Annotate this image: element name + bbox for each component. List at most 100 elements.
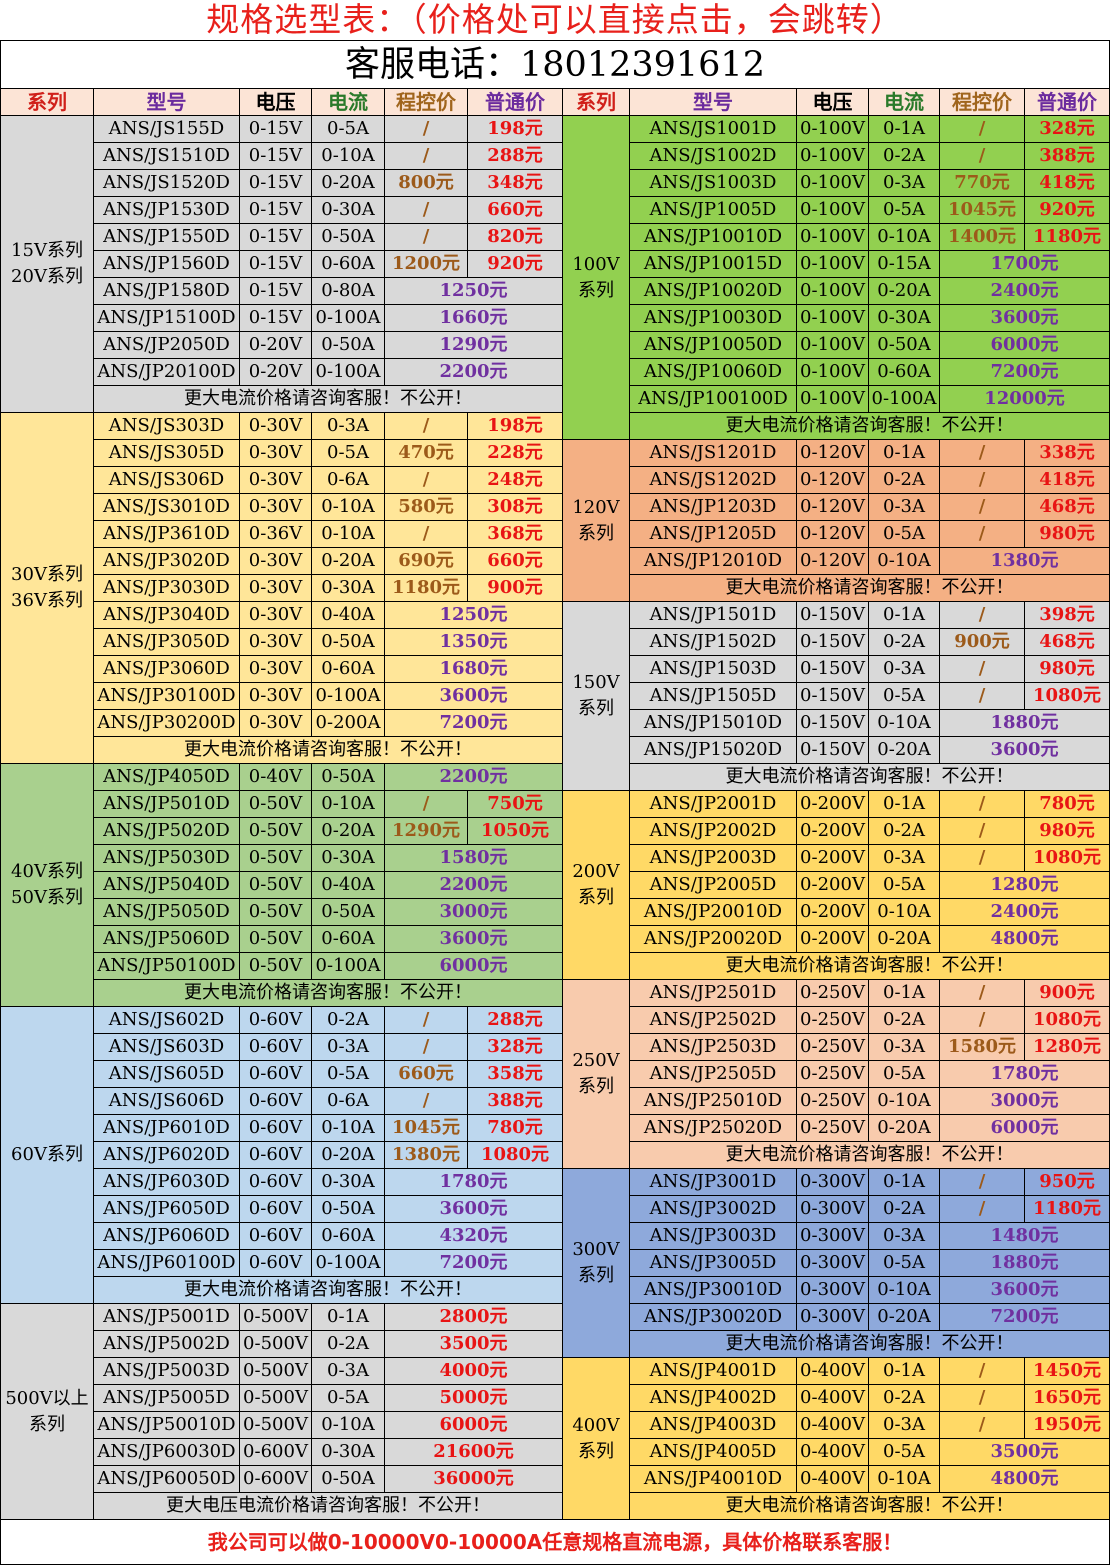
normal-price-link[interactable]: 388元 (468, 1088, 563, 1115)
price-link[interactable]: 1350元 (385, 629, 563, 656)
normal-price-link[interactable]: 328元 (468, 1034, 563, 1061)
price-link[interactable]: 1290元 (385, 332, 563, 359)
normal-price-link[interactable]: 950元 (1025, 1169, 1110, 1196)
normal-price-link[interactable]: 228元 (468, 440, 563, 467)
program-price-link[interactable]: 800元 (385, 170, 468, 197)
normal-price-link[interactable]: 328元 (1025, 116, 1110, 143)
price-link[interactable]: 7200元 (385, 1250, 563, 1277)
program-price-link[interactable]: 690元 (385, 548, 468, 575)
price-link[interactable]: 2200元 (385, 764, 563, 791)
normal-price-link[interactable]: 1280元 (1025, 1034, 1110, 1061)
program-price-link[interactable]: 1180元 (385, 575, 468, 602)
normal-price-link[interactable]: 1080元 (468, 1142, 563, 1169)
normal-price-link[interactable]: 468元 (1025, 494, 1110, 521)
price-link[interactable]: 7200元 (940, 1304, 1110, 1331)
normal-price-link[interactable]: 780元 (468, 1115, 563, 1142)
price-link[interactable]: 1780元 (940, 1061, 1110, 1088)
price-link[interactable]: 1700元 (940, 251, 1110, 278)
normal-price-link[interactable]: 388元 (1025, 143, 1110, 170)
price-link[interactable]: 3000元 (940, 1088, 1110, 1115)
price-link[interactable]: 7200元 (385, 710, 563, 737)
normal-price-link[interactable]: 920元 (468, 251, 563, 278)
price-link[interactable]: 2800元 (385, 1304, 563, 1331)
normal-price-link[interactable]: 358元 (468, 1061, 563, 1088)
price-link[interactable]: 4800元 (940, 926, 1110, 953)
program-price-link[interactable]: 770元 (940, 170, 1025, 197)
price-link[interactable]: 3600元 (940, 1277, 1110, 1304)
program-price-link[interactable]: 1400元 (940, 224, 1025, 251)
normal-price-link[interactable]: 1650元 (1025, 1385, 1110, 1412)
normal-price-link[interactable]: 660元 (468, 197, 563, 224)
program-price-link[interactable]: 1290元 (385, 818, 468, 845)
normal-price-link[interactable]: 1080元 (1025, 683, 1110, 710)
normal-price-link[interactable]: 980元 (1025, 818, 1110, 845)
normal-price-link[interactable]: 780元 (1025, 791, 1110, 818)
price-link[interactable]: 2400元 (940, 278, 1110, 305)
price-link[interactable]: 1380元 (940, 548, 1110, 575)
price-link[interactable]: 6000元 (940, 1115, 1110, 1142)
price-link[interactable]: 2200元 (385, 359, 563, 386)
price-link[interactable]: 4000元 (385, 1358, 563, 1385)
normal-price-link[interactable]: 980元 (1025, 656, 1110, 683)
price-link[interactable]: 6000元 (940, 332, 1110, 359)
normal-price-link[interactable]: 1080元 (1025, 1007, 1110, 1034)
price-link[interactable]: 7200元 (940, 359, 1110, 386)
normal-price-link[interactable]: 198元 (468, 116, 563, 143)
program-price-link[interactable]: 660元 (385, 1061, 468, 1088)
price-link[interactable]: 1660元 (385, 305, 563, 332)
price-link[interactable]: 3500元 (385, 1331, 563, 1358)
normal-price-link[interactable]: 368元 (468, 521, 563, 548)
normal-price-link[interactable]: 398元 (1025, 602, 1110, 629)
price-link[interactable]: 1480元 (940, 1223, 1110, 1250)
normal-price-link[interactable]: 980元 (1025, 521, 1110, 548)
normal-price-link[interactable]: 820元 (468, 224, 563, 251)
normal-price-link[interactable]: 1180元 (1025, 1196, 1110, 1223)
price-link[interactable]: 2400元 (940, 899, 1110, 926)
program-price-link[interactable]: 1045元 (940, 197, 1025, 224)
normal-price-link[interactable]: 288元 (468, 1007, 563, 1034)
price-link[interactable]: 1250元 (385, 602, 563, 629)
normal-price-link[interactable]: 288元 (468, 143, 563, 170)
normal-price-link[interactable]: 750元 (468, 791, 563, 818)
price-link[interactable]: 21600元 (385, 1439, 563, 1466)
price-link[interactable]: 1280元 (940, 872, 1110, 899)
normal-price-link[interactable]: 338元 (1025, 440, 1110, 467)
price-link[interactable]: 3000元 (385, 899, 563, 926)
normal-price-link[interactable]: 1180元 (1025, 224, 1110, 251)
normal-price-link[interactable]: 660元 (468, 548, 563, 575)
price-link[interactable]: 5000元 (385, 1385, 563, 1412)
price-link[interactable]: 1680元 (385, 656, 563, 683)
normal-price-link[interactable]: 900元 (1025, 980, 1110, 1007)
normal-price-link[interactable]: 418元 (1025, 170, 1110, 197)
normal-price-link[interactable]: 920元 (1025, 197, 1110, 224)
price-link[interactable]: 6000元 (385, 1412, 563, 1439)
price-link[interactable]: 3600元 (940, 737, 1110, 764)
price-link[interactable]: 12000元 (940, 386, 1110, 413)
normal-price-link[interactable]: 248元 (468, 467, 563, 494)
normal-price-link[interactable]: 468元 (1025, 629, 1110, 656)
program-price-link[interactable]: 1380元 (385, 1142, 468, 1169)
program-price-link[interactable]: 1045元 (385, 1115, 468, 1142)
price-link[interactable]: 1580元 (385, 845, 563, 872)
normal-price-link[interactable]: 900元 (468, 575, 563, 602)
price-link[interactable]: 4320元 (385, 1223, 563, 1250)
price-link[interactable]: 3500元 (940, 1439, 1110, 1466)
program-price-link[interactable]: 580元 (385, 494, 468, 521)
program-price-link[interactable]: 1580元 (940, 1034, 1025, 1061)
program-price-link[interactable]: 470元 (385, 440, 468, 467)
normal-price-link[interactable]: 1080元 (1025, 845, 1110, 872)
price-link[interactable]: 2200元 (385, 872, 563, 899)
price-link[interactable]: 36000元 (385, 1466, 563, 1493)
program-price-link[interactable]: 900元 (940, 629, 1025, 656)
normal-price-link[interactable]: 1950元 (1025, 1412, 1110, 1439)
price-link[interactable]: 4800元 (940, 1466, 1110, 1493)
price-link[interactable]: 3600元 (385, 926, 563, 953)
price-link[interactable]: 1880元 (940, 1250, 1110, 1277)
normal-price-link[interactable]: 308元 (468, 494, 563, 521)
price-link[interactable]: 3600元 (385, 1196, 563, 1223)
price-link[interactable]: 1880元 (940, 710, 1110, 737)
normal-price-link[interactable]: 198元 (468, 413, 563, 440)
price-link[interactable]: 1250元 (385, 278, 563, 305)
price-link[interactable]: 1780元 (385, 1169, 563, 1196)
price-link[interactable]: 6000元 (385, 953, 563, 980)
